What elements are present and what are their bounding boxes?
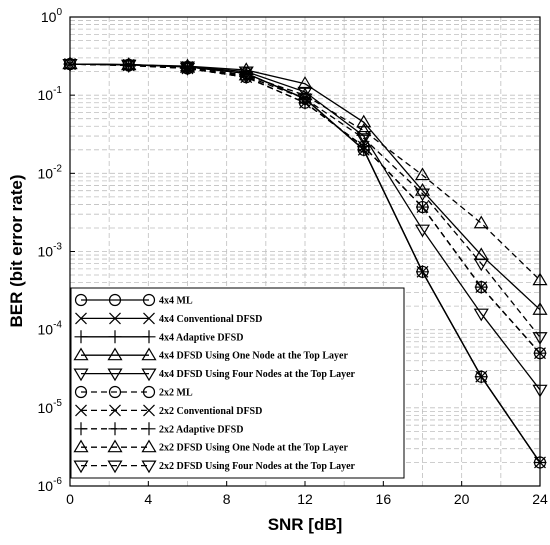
data-point-triangle-down xyxy=(238,71,254,84)
legend-label: 2x2 DFSD Using One Node at the Top Layer xyxy=(159,443,348,454)
legend-marker-circle xyxy=(74,385,88,399)
y-tick-label: 10-2 xyxy=(38,163,63,181)
y-tick-label: 100 xyxy=(41,7,63,25)
legend-marker-plus xyxy=(142,422,156,436)
data-point-plus xyxy=(474,280,488,294)
data-point-plus xyxy=(416,265,429,279)
y-tick-label: 10-1 xyxy=(38,85,63,103)
series-layer xyxy=(62,56,548,469)
x-tick-label: 24 xyxy=(532,491,548,507)
data-point-triangle-up xyxy=(356,123,372,136)
legend-label: 4x4 DFSD Using One Node at the Top Layer xyxy=(159,351,348,362)
legend-marker-x xyxy=(109,404,121,417)
legend-marker-plus xyxy=(74,422,88,436)
legend-marker-circle xyxy=(108,293,122,307)
data-point-triangle-down xyxy=(179,62,196,76)
x-tick-label: 4 xyxy=(144,491,152,507)
legend-marker-x xyxy=(143,312,155,325)
legend: 4x4 ML 4x4 Conventional DFSD 4x4 Adaptive … xyxy=(70,287,405,479)
legend-marker-triangle-down xyxy=(107,368,123,382)
legend-marker-plus xyxy=(142,330,156,344)
legend-label: 4x4 Conventional DFSD xyxy=(159,314,262,325)
series-line xyxy=(69,63,541,338)
legend-marker-triangle-down xyxy=(141,368,157,382)
legend-box xyxy=(70,287,405,479)
legend-marker-plus xyxy=(108,422,122,436)
legend-marker-circle xyxy=(108,385,122,399)
legend-label: 4x4 ML xyxy=(159,296,193,307)
y-tick-label: 10-6 xyxy=(38,476,63,494)
data-point-triangle-up xyxy=(238,67,254,81)
y-tick-label: 10-3 xyxy=(38,242,63,260)
series-line xyxy=(69,63,541,391)
data-point-triangle-down xyxy=(356,133,372,147)
legend-marker-triangle-up xyxy=(107,347,123,361)
data-point-triangle-up xyxy=(356,114,372,128)
data-point-triangle-up xyxy=(121,57,137,71)
legend-label: 2x2 Conventional DFSD xyxy=(159,406,262,417)
legend-label: 2x2 DFSD Using Four Nodes at the Top Lay… xyxy=(159,461,356,472)
data-point-triangle-down xyxy=(414,224,431,238)
data-point-triangle-down xyxy=(414,188,431,202)
legend-marker-x xyxy=(109,312,121,325)
legend-marker-triangle-up xyxy=(141,439,157,453)
legend-marker-triangle-down xyxy=(73,368,89,382)
data-point-triangle-down xyxy=(297,86,313,100)
legend-marker-triangle-up xyxy=(73,347,89,361)
data-point-triangle-down xyxy=(473,258,489,272)
x-tick-labels: 0 4 8 12 16 20 24 xyxy=(66,481,548,507)
series-line xyxy=(69,63,541,281)
data-point-triangle-up xyxy=(414,167,431,181)
legend-marker-triangle-up xyxy=(141,347,157,361)
legend-marker-plus xyxy=(108,330,122,344)
data-point-triangle-up xyxy=(473,215,489,229)
x-axis-label: SNR [dB] xyxy=(268,515,343,534)
legend-label: 2x2 Adaptive DFSD xyxy=(159,424,243,435)
legend-marker-circle xyxy=(74,293,88,307)
data-point-plus xyxy=(298,96,312,110)
legend-label: 4x4 Adaptive DFSD xyxy=(159,332,243,343)
x-tick-label: 12 xyxy=(297,491,313,507)
y-tick-label: 10-4 xyxy=(38,320,63,338)
legend-label: 4x4 DFSD Using Four Nodes at the Top Lay… xyxy=(159,369,356,380)
data-point-triangle-down xyxy=(297,93,313,107)
legend-marker-triangle-up xyxy=(73,439,89,453)
legend-marker-triangle-down xyxy=(107,460,123,474)
data-point-plus xyxy=(416,200,429,214)
data-point-plus xyxy=(474,370,488,384)
legend-label: 2x2 ML xyxy=(159,388,193,399)
legend-marker-plus xyxy=(74,330,88,344)
x-tick-label: 0 xyxy=(66,491,74,507)
x-tick-label: 16 xyxy=(376,491,392,507)
legend-marker-x xyxy=(75,404,87,417)
data-point-plus xyxy=(357,140,371,154)
data-point-triangle-down xyxy=(473,308,489,322)
y-axis-label: BER (bit error rate) xyxy=(7,174,26,327)
y-tick-label: 10-5 xyxy=(38,398,63,416)
data-point-triangle-down xyxy=(121,60,137,73)
x-tick-label: 20 xyxy=(454,491,470,507)
legend-marker-triangle-down xyxy=(73,460,89,474)
legend-marker-circle xyxy=(142,385,156,399)
x-tick-label: 8 xyxy=(223,491,231,507)
data-point-triangle-up xyxy=(179,59,196,73)
legend-marker-triangle-down xyxy=(141,460,157,474)
legend-marker-triangle-up xyxy=(107,439,123,453)
legend-marker-x xyxy=(75,312,87,325)
y-tick-labels: 100 10-1 10-2 10-3 10-4 10-5 10-6 xyxy=(38,7,75,494)
legend-marker-circle xyxy=(142,293,156,307)
legend-marker-x xyxy=(143,404,155,417)
data-point-triangle-down xyxy=(356,130,372,144)
